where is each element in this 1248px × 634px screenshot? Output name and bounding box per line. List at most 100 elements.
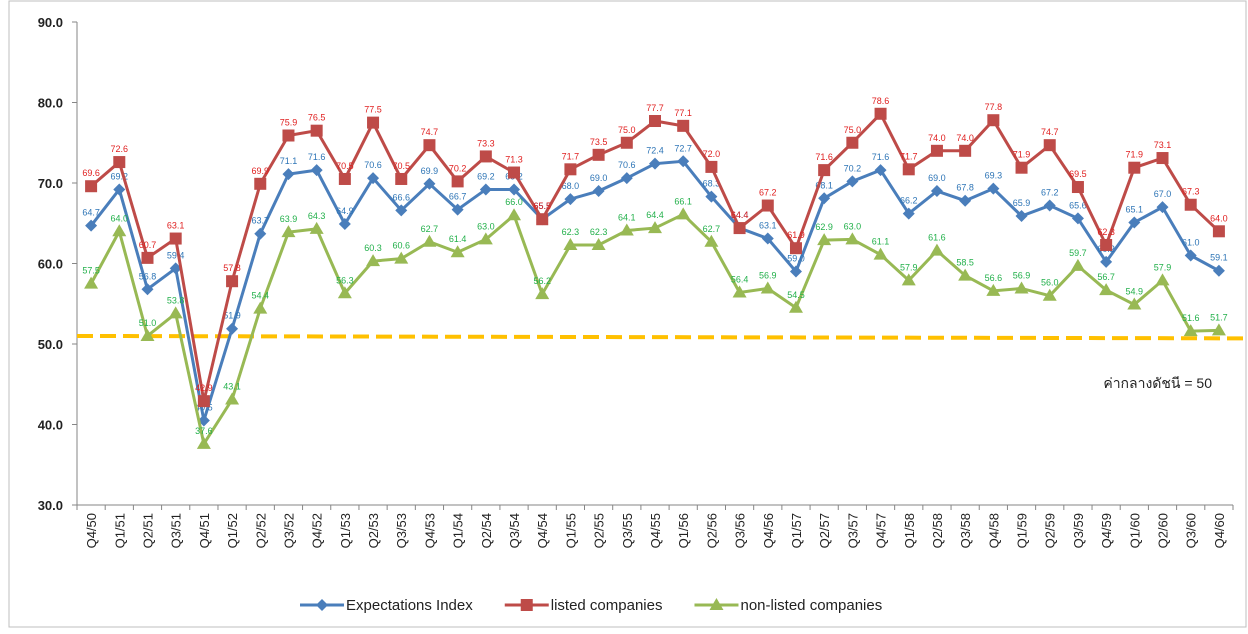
data-label: 60.6 <box>392 241 410 251</box>
x-tick-label: Q3/60 <box>1184 513 1199 548</box>
marker <box>761 199 774 212</box>
marker <box>310 164 323 177</box>
data-label: 57.5 <box>82 266 100 276</box>
marker <box>789 242 802 255</box>
marker <box>1014 281 1029 294</box>
marker <box>902 207 915 220</box>
data-label: 68.3 <box>703 179 721 189</box>
data-label: 65.9 <box>1013 198 1031 208</box>
data-label: 69.9 <box>421 166 439 176</box>
marker <box>592 148 605 161</box>
marker <box>507 208 522 221</box>
marker <box>591 237 606 250</box>
data-label: 69.0 <box>590 173 608 183</box>
marker <box>169 262 182 275</box>
marker <box>1100 255 1113 268</box>
marker <box>310 124 323 137</box>
data-label: 57.9 <box>900 262 918 272</box>
marker <box>337 286 352 299</box>
marker <box>930 185 943 198</box>
data-label: 75.0 <box>844 125 862 135</box>
marker <box>282 129 295 142</box>
data-label: 70.5 <box>392 161 410 171</box>
x-tick-label: Q4/56 <box>761 513 776 548</box>
data-label: 64.9 <box>336 206 354 216</box>
data-label: 57.8 <box>223 263 241 273</box>
marker <box>563 237 578 250</box>
data-label: 67.8 <box>956 183 974 193</box>
legend-label: listed companies <box>551 597 663 614</box>
marker <box>226 322 239 335</box>
x-tick-label: Q1/56 <box>676 513 691 548</box>
data-label: 66.0 <box>505 197 523 207</box>
data-label: 71.9 <box>1013 150 1031 160</box>
marker <box>168 306 183 319</box>
data-label: 64.1 <box>618 212 636 222</box>
data-label: 60.3 <box>364 243 382 253</box>
marker <box>225 392 240 405</box>
marker <box>112 224 127 237</box>
data-label: 74.0 <box>928 133 946 143</box>
marker <box>620 136 633 149</box>
data-label: 78.6 <box>872 96 890 106</box>
data-label: 67.2 <box>1041 188 1059 198</box>
marker <box>648 221 662 234</box>
data-label: 63.9 <box>280 214 298 224</box>
data-label: 71.3 <box>505 155 523 165</box>
data-label: 66.1 <box>674 196 692 206</box>
marker <box>520 599 533 611</box>
data-label: 56.9 <box>1013 270 1031 280</box>
marker <box>1070 258 1085 271</box>
marker <box>709 598 724 610</box>
data-label: 63.0 <box>844 221 862 231</box>
marker <box>929 243 944 256</box>
data-label: 71.9 <box>1126 150 1144 160</box>
marker <box>901 273 916 286</box>
data-label: 68.1 <box>815 180 833 190</box>
x-tick-label: Q2/58 <box>930 513 945 548</box>
data-label: 40.5 <box>195 402 213 412</box>
data-label: 54.9 <box>1126 287 1144 297</box>
reference-line <box>76 333 1246 341</box>
series-line <box>90 111 1220 402</box>
marker <box>113 183 126 196</box>
marker <box>141 251 154 264</box>
x-tick-label: Q1/54 <box>451 513 466 548</box>
data-label: 42.9 <box>195 383 213 393</box>
data-label: 62.7 <box>421 224 439 234</box>
x-tick-label: Q4/50 <box>84 513 99 548</box>
data-label: 62.3 <box>1097 227 1115 237</box>
data-label: 66.6 <box>392 192 410 202</box>
data-label: 73.5 <box>590 137 608 147</box>
data-label: 65.6 <box>1069 200 1087 210</box>
data-label: 54.5 <box>787 290 805 300</box>
x-tick-label: Q3/57 <box>845 513 860 548</box>
data-label: 70.5 <box>336 161 354 171</box>
data-label: 56.9 <box>759 270 777 280</box>
y-tick-label: 70.0 <box>38 176 63 191</box>
data-label: 61.0 <box>1182 237 1200 247</box>
data-label: 56.0 <box>1041 278 1059 288</box>
data-label: 56.8 <box>139 271 157 281</box>
x-tick-label: Q1/55 <box>563 513 578 548</box>
marker <box>677 119 690 132</box>
data-label: 69.2 <box>477 171 495 181</box>
marker <box>789 265 802 278</box>
data-label: 61.6 <box>928 233 946 243</box>
marker <box>733 222 746 235</box>
x-tick-label: Q4/55 <box>648 513 663 548</box>
data-label: 53.8 <box>167 295 185 305</box>
marker <box>1015 210 1028 223</box>
data-label: 59.4 <box>167 250 185 260</box>
marker <box>253 301 268 314</box>
data-label: 77.1 <box>674 108 692 118</box>
marker <box>1043 139 1056 152</box>
x-tick-label: Q4/59 <box>1099 513 1114 548</box>
marker <box>705 160 718 173</box>
marker <box>394 251 409 264</box>
x-tick-label: Q1/51 <box>112 513 127 548</box>
marker <box>704 234 719 247</box>
x-tick-label: Q1/59 <box>1015 513 1030 548</box>
marker <box>338 172 351 185</box>
